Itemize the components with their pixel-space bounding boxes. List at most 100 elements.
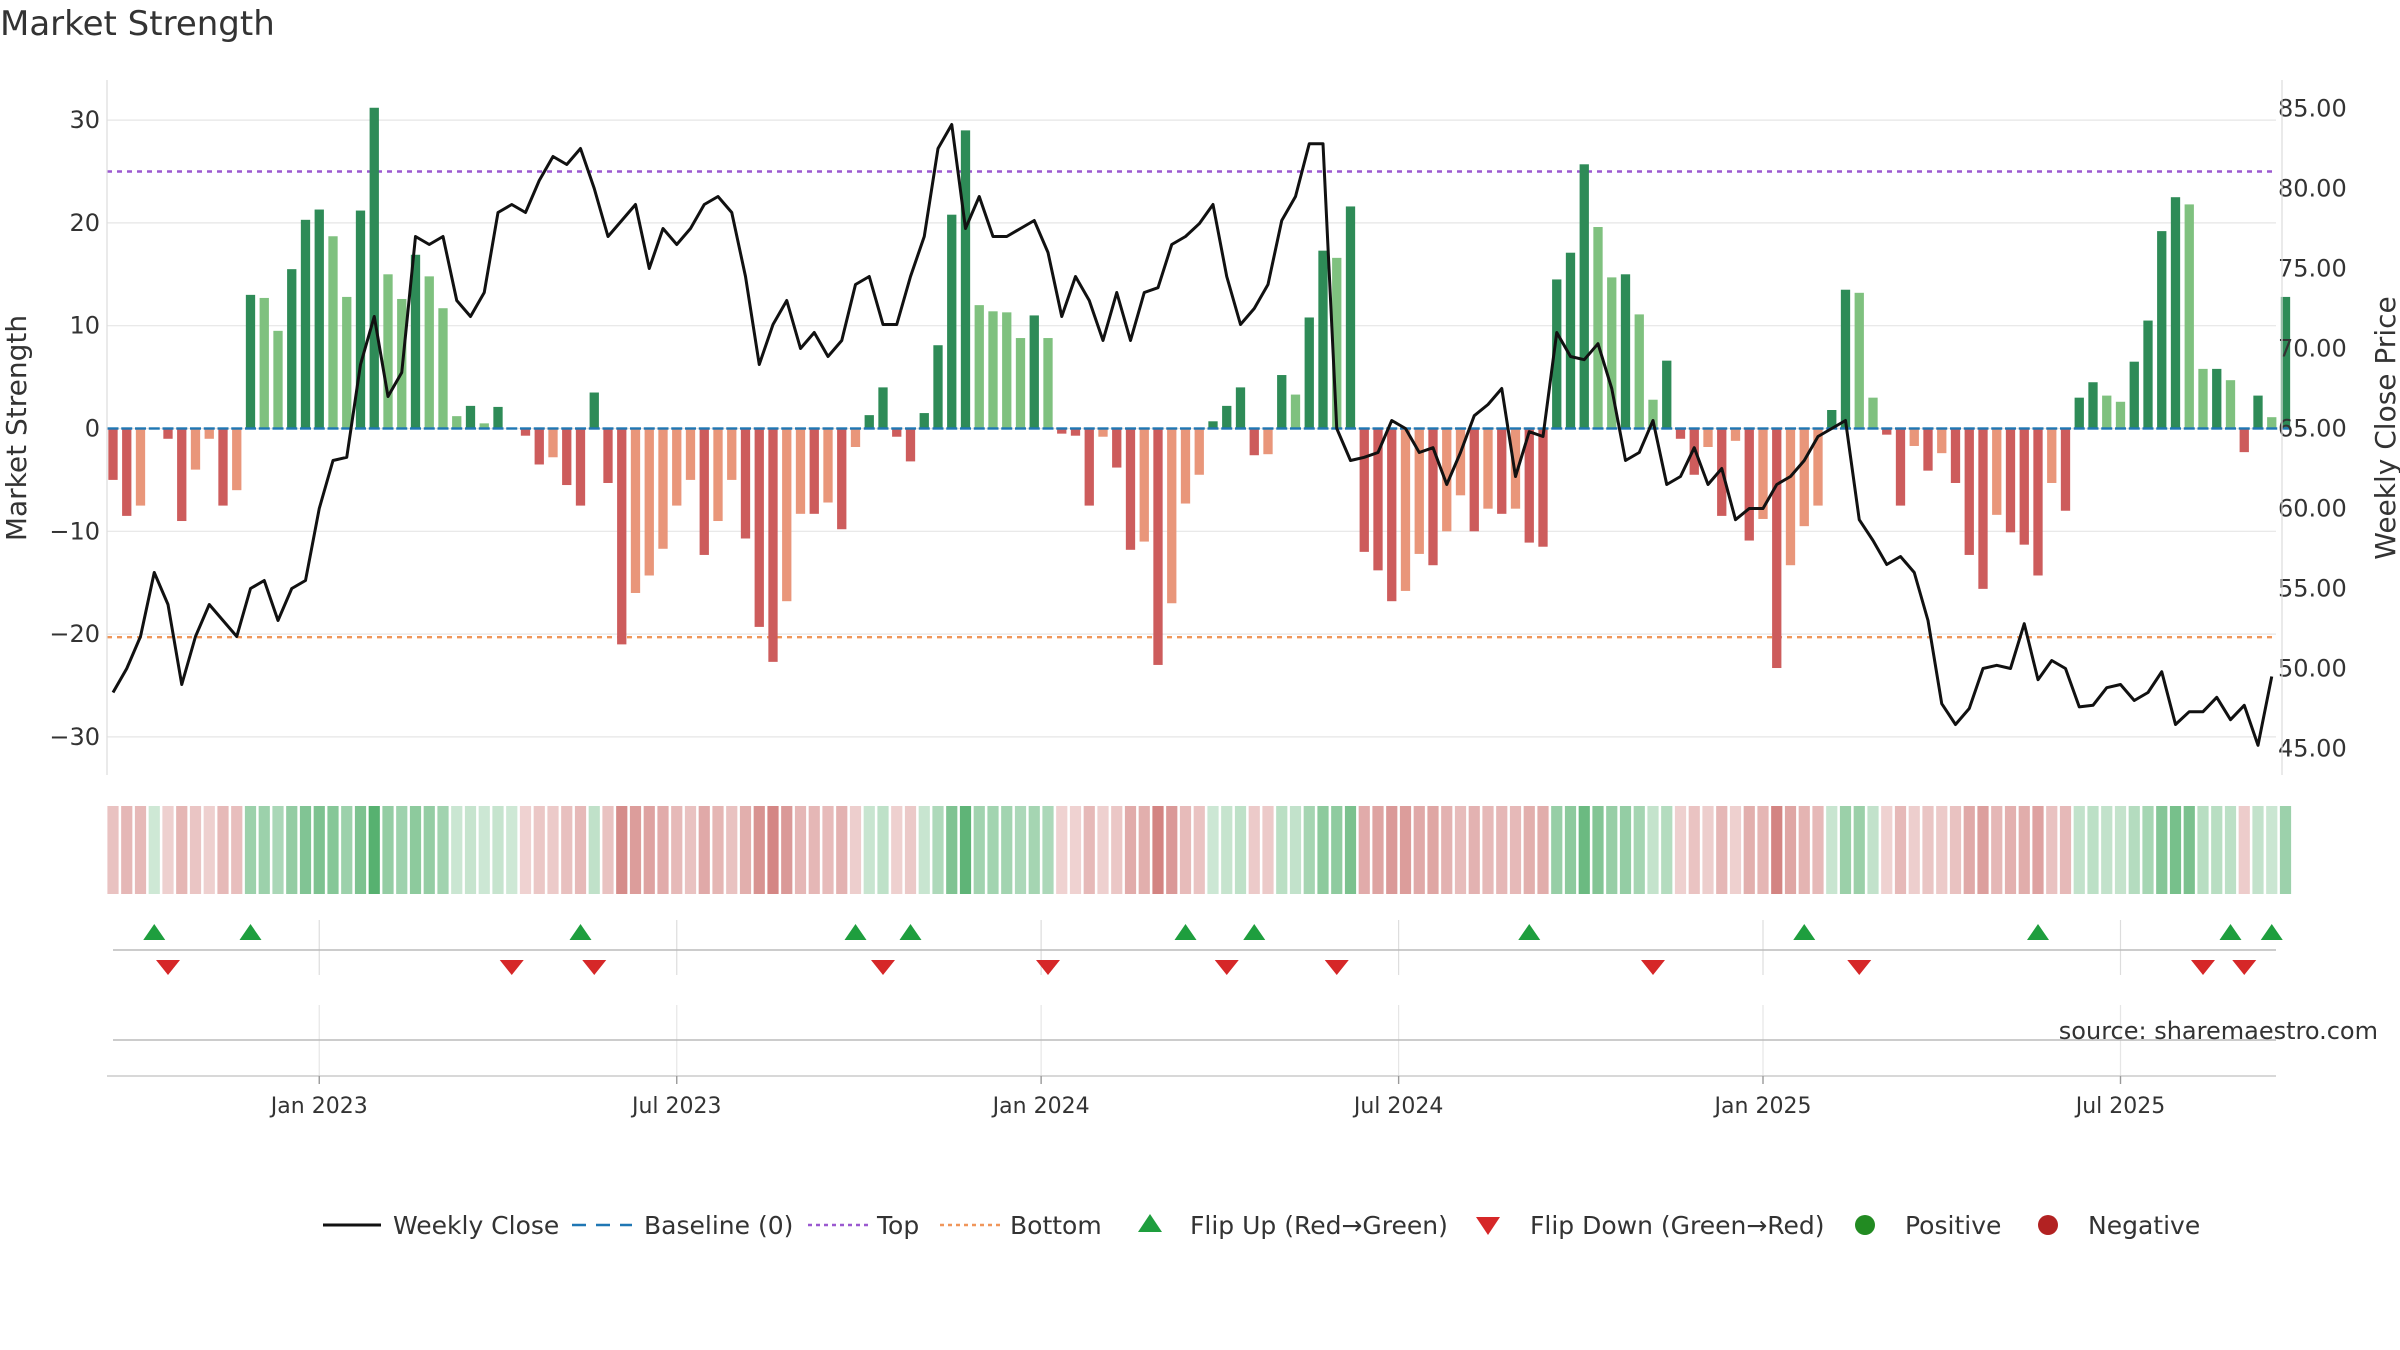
strip-cell-24 [437,806,449,894]
strength-bar-74 [1125,428,1136,550]
left-tick-label-4: −10 [49,517,100,545]
strip-cell-16 [327,806,339,894]
strip-cell-73 [1111,806,1123,894]
strip-cell-119 [1743,806,1755,894]
strength-bar-5 [177,428,187,522]
flip-up-marker-0 [143,924,166,940]
strip-cell-28 [492,806,504,894]
strength-bar-63 [974,305,984,429]
strip-cell-33 [561,806,573,894]
strip-cell-26 [464,806,477,894]
strip-cell-114 [1674,806,1687,894]
strength-bar-129 [1882,428,1892,435]
strength-color-strip [107,806,2292,894]
strength-bar-125 [1827,410,1837,429]
strip-cell-42 [684,806,697,894]
flip-down-marker-0 [156,960,180,975]
strip-cell-90 [1344,806,1357,894]
strength-bar-108 [1593,227,1603,429]
strength-bar-75 [1139,428,1149,542]
strip-cell-18 [354,806,367,894]
strength-bar-4 [163,428,173,439]
x-tick-label-5: Jul 2025 [2074,1094,2166,1119]
flip-down-marker-10 [2232,960,2257,975]
strip-cell-124 [1812,806,1824,894]
strip-cell-130 [1894,806,1907,894]
strip-cell-89 [1331,806,1343,894]
right-tick-label-2: 75.00 [2278,255,2347,283]
legend-flip-down-label: Flip Down (Green→Red) [1530,1211,1825,1240]
strip-cell-74 [1124,806,1137,894]
strength-bar-2 [135,428,146,506]
strength-bar-95 [1414,428,1424,554]
strength-bar-43 [699,428,709,555]
strength-bar-6 [190,428,201,470]
flip-up-marker-7 [1518,924,1541,940]
strength-bar-151 [2184,204,2194,429]
strip-cell-56 [877,806,889,894]
strength-bar-98 [1455,428,1466,496]
strength-bar-94 [1400,428,1411,591]
strength-bar-0 [108,428,118,480]
strip-cell-62 [959,806,972,894]
legend-positive-label: Positive [1905,1211,2001,1240]
strength-bar-40 [658,428,668,549]
strip-cell-70 [1069,806,1082,894]
strength-bar-50 [795,428,806,514]
legend-negative-label: Negative [2088,1211,2200,1240]
strip-cell-20 [382,806,394,894]
flip-down-marker-9 [2191,960,2215,975]
strength-bar-39 [644,428,654,576]
strength-bar-73 [1112,428,1122,468]
legend-baseline-label: Baseline (0) [644,1211,793,1240]
left-tick-label-3: 0 [85,415,100,443]
strength-bar-84 [1263,428,1273,455]
strip-cell-100 [1482,806,1494,894]
strength-bar-78 [1180,428,1191,504]
flip-down-marker-6 [1324,960,1349,975]
strength-bar-34 [575,428,586,506]
strip-cell-45 [726,806,738,894]
strip-cell-21 [396,806,408,894]
strip-cell-85 [1276,806,1288,894]
strip-cell-154 [2224,806,2237,894]
flip-up-marker-6 [1243,924,1266,940]
strength-bar-51 [809,428,819,514]
left-tick-label-2: 10 [69,312,100,340]
strength-bar-93 [1387,428,1397,602]
strip-cell-46 [739,806,752,894]
strip-cell-84 [1262,806,1274,894]
strength-bar-18 [355,210,366,429]
strength-bar-124 [1813,428,1823,506]
flip-down-marker-2 [582,960,607,975]
strip-cell-107 [1578,806,1590,894]
strength-bar-53 [837,428,847,530]
strength-bar-106 [1565,252,1576,429]
strength-bar-10 [245,294,256,429]
strength-bar-13 [287,269,297,429]
strip-cell-83 [1248,806,1260,894]
strength-bars [107,107,2291,669]
strip-cell-112 [1647,806,1659,894]
strip-cell-115 [1688,806,1700,894]
strip-cell-4 [162,806,174,894]
strength-bar-69 [1057,428,1067,434]
strip-cell-126 [1839,806,1852,894]
strength-bar-42 [685,428,696,480]
strip-cell-109 [1606,806,1618,894]
legend-flip-up-swatch [1138,1214,1162,1232]
right-tick-label-3: 70.00 [2278,335,2347,363]
strip-cell-122 [1784,806,1797,894]
strip-cell-49 [781,806,793,894]
strip-cell-152 [2197,806,2209,894]
strength-bar-112 [1648,399,1658,429]
strip-cell-71 [1083,806,1095,894]
strength-bar-62 [960,130,971,429]
strength-bar-17 [342,296,352,429]
strip-cell-69 [1056,806,1068,894]
strength-bar-86 [1290,394,1301,429]
strip-cell-92 [1372,806,1384,894]
strip-cell-101 [1496,806,1508,894]
strength-bar-156 [2253,395,2263,429]
